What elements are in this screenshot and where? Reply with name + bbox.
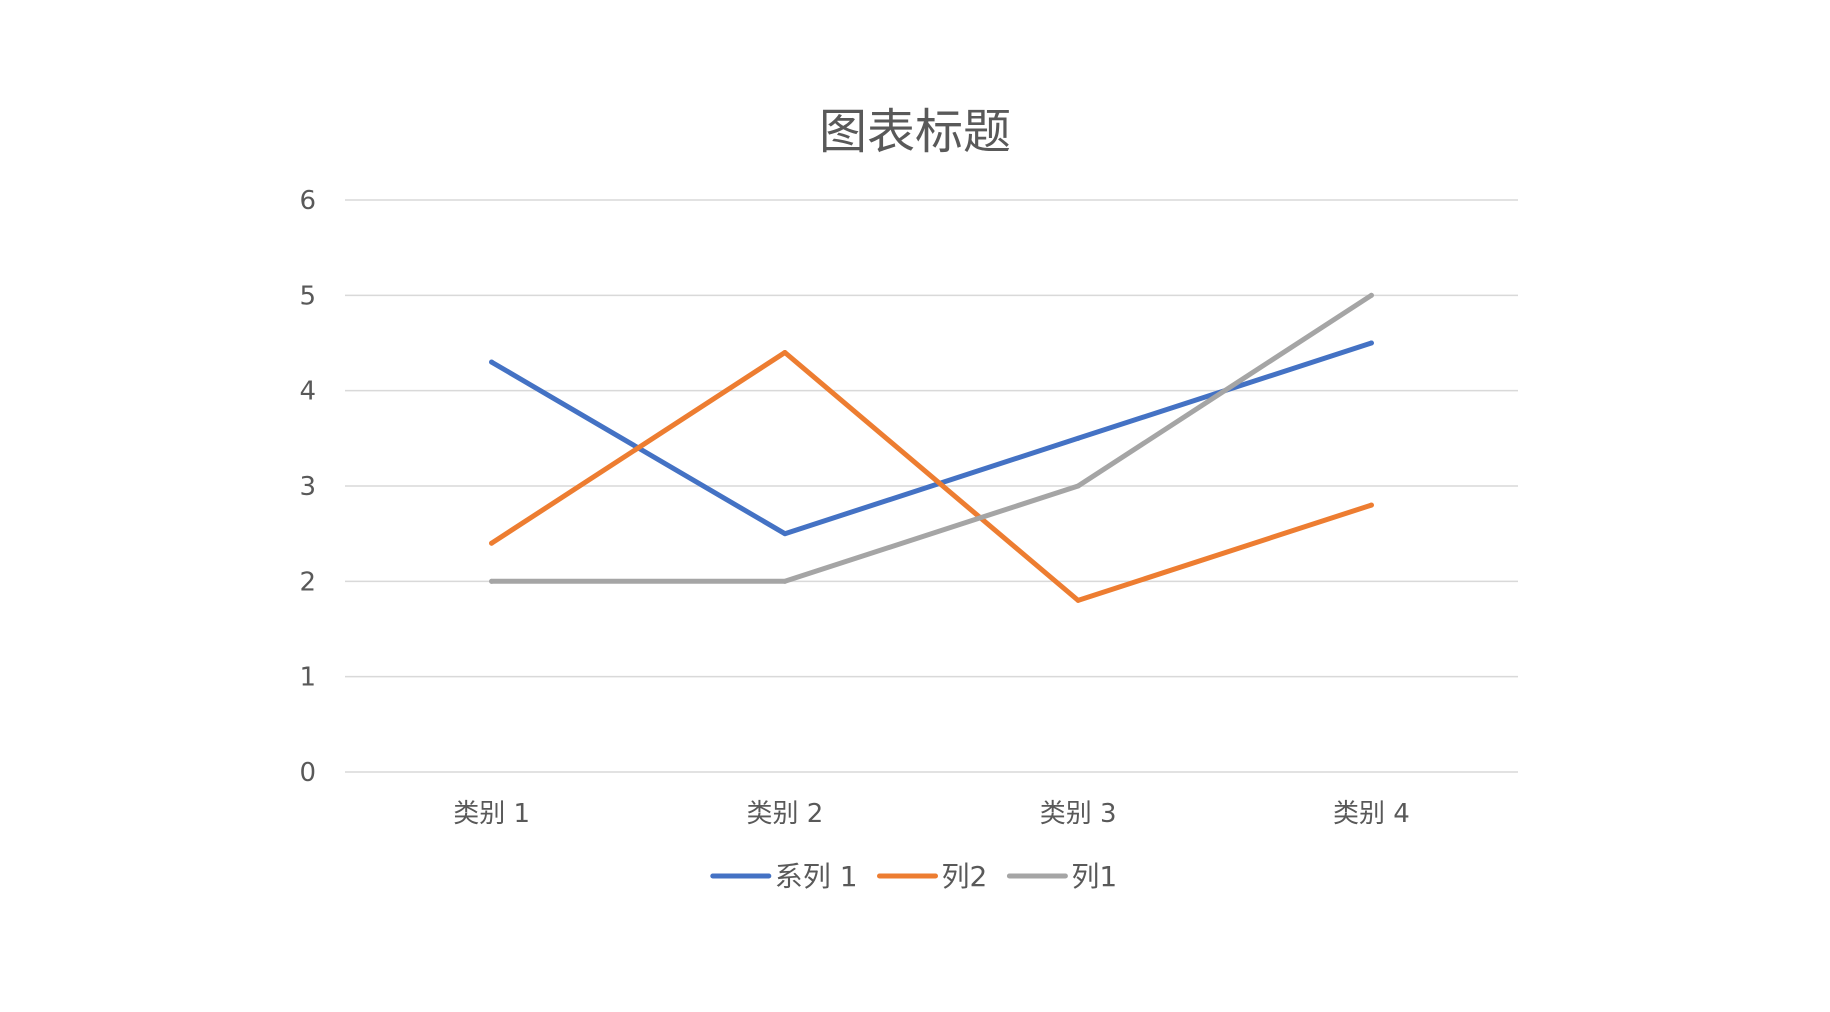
- legend-item: 列1: [1006, 860, 1117, 893]
- y-tick-label: 3: [299, 472, 316, 502]
- data-point: [1075, 435, 1081, 441]
- y-axis-ticks: 0 1 2 3 4 5 6: [299, 186, 316, 788]
- data-point: [1368, 340, 1374, 346]
- series-line-3: [489, 292, 1374, 584]
- chart-title: 图表标题: [819, 104, 1011, 160]
- legend-label: 列1: [1071, 860, 1117, 893]
- data-point: [489, 540, 495, 546]
- legend-item: 系列 1: [710, 860, 858, 893]
- legend-item: 列2: [877, 860, 988, 893]
- data-point: [1075, 483, 1081, 489]
- y-tick-label: 2: [299, 567, 316, 597]
- series-line-2: [489, 350, 1374, 603]
- legend-label: 列2: [942, 860, 988, 893]
- x-tick-label: 类别 3: [1040, 799, 1117, 829]
- data-point: [782, 350, 788, 356]
- data-point: [1075, 597, 1081, 603]
- data-point: [489, 359, 495, 365]
- x-tick-label: 类别 2: [746, 799, 823, 829]
- y-tick-label: 1: [299, 663, 316, 693]
- data-point: [782, 578, 788, 584]
- x-tick-label: 类别 1: [453, 799, 530, 829]
- y-tick-label: 5: [299, 281, 316, 311]
- data-point: [782, 531, 788, 537]
- legend-label: 系列 1: [775, 860, 858, 893]
- series-lines: [489, 292, 1374, 603]
- data-point: [1368, 292, 1374, 298]
- x-axis-ticks: 类别 1 类别 2 类别 3 类别 4: [453, 799, 1410, 829]
- series-line-1: [489, 340, 1374, 537]
- data-point: [1368, 502, 1374, 508]
- x-tick-label: 类别 4: [1333, 799, 1410, 829]
- data-point: [489, 578, 495, 584]
- y-tick-label: 0: [299, 758, 316, 788]
- y-tick-label: 4: [299, 377, 316, 407]
- legend: 系列 1 列2 列1: [710, 860, 1117, 893]
- y-tick-label: 6: [299, 186, 316, 216]
